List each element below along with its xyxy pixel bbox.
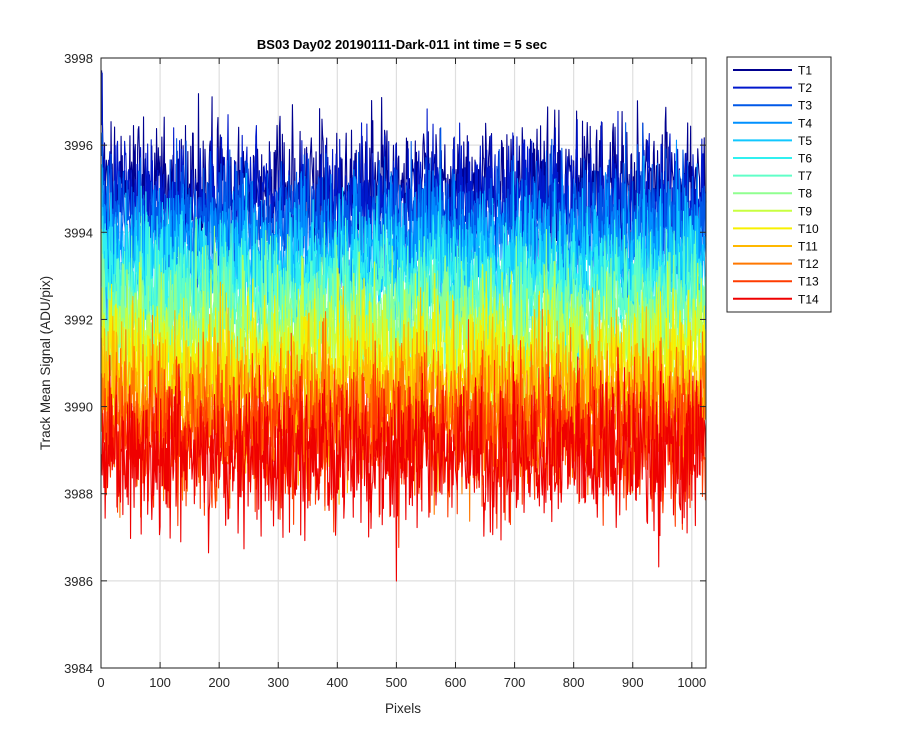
series-layer: [101, 70, 707, 582]
y-tick-label: 3996: [64, 138, 93, 153]
series-line-t8: [101, 216, 707, 431]
y-tick-label: 3986: [64, 574, 93, 589]
x-tick-label: 0: [97, 675, 104, 690]
legend-label-t13: T13: [798, 275, 819, 289]
x-tick-label: 400: [326, 675, 348, 690]
legend-label-t5: T5: [798, 134, 812, 148]
x-tick-label: 500: [386, 675, 408, 690]
x-tick-label: 800: [563, 675, 585, 690]
y-tick-label: 3990: [64, 400, 93, 415]
legend-label-t11: T11: [798, 240, 818, 254]
y-tick-label: 3994: [64, 225, 93, 240]
chart-title: BS03 Day02 20190111-Dark-011 int time = …: [257, 37, 547, 52]
y-ticks: 3984 3986 3988 3990 3992 3994 3996 3998: [64, 51, 706, 676]
legend-label-t6: T6: [798, 152, 812, 166]
y-tick-label: 3984: [64, 661, 93, 676]
axes-box: [100, 57, 707, 669]
legend-box: [726, 56, 832, 313]
x-tick-label: 200: [208, 675, 230, 690]
series-line-t14: [101, 347, 707, 582]
legend-label-t8: T8: [798, 187, 812, 201]
legend-label-t1: T1: [798, 64, 812, 78]
x-tick-label: 300: [267, 675, 289, 690]
x-tick-label: 1000: [677, 675, 706, 690]
legend-label-t12: T12: [798, 257, 819, 271]
x-ticks: 0 100 200 300 400 500 600 700 800 900 1000: [97, 58, 706, 690]
x-tick-label: 100: [149, 675, 171, 690]
legend-label-t7: T7: [798, 169, 812, 183]
legend-label-t10: T10: [798, 222, 819, 236]
y-tick-label: 3998: [64, 51, 93, 66]
legend-label-t14: T14: [798, 292, 819, 306]
y-axis-label: Track Mean Signal (ADU/pix): [38, 276, 53, 450]
x-tick-label: 900: [622, 675, 644, 690]
legend-label-t3: T3: [798, 99, 812, 113]
legend-label-t2: T2: [798, 81, 812, 95]
legend-items: T1 T2 T3 T4 T5 T6 T7 T8 T9 T10 T11 T12 T13 T14: [733, 64, 819, 306]
y-tick-label: 3988: [64, 487, 93, 502]
legend: T1 T2 T3 T4 T5 T6 T7 T8 T9 T10 T11 T12 T13 T14: [726, 56, 832, 313]
axes: 0 100 200 300 400 500 600 700 800 900 1000 3984398…: [64, 51, 707, 690]
x-tick-label: 600: [445, 675, 467, 690]
y-tick-label: 3992: [64, 312, 93, 327]
legend-label-t4: T4: [798, 116, 812, 130]
x-axis-label: Pixels: [385, 701, 421, 716]
legend-label-t9: T9: [798, 204, 812, 218]
x-tick-label: 700: [504, 675, 526, 690]
